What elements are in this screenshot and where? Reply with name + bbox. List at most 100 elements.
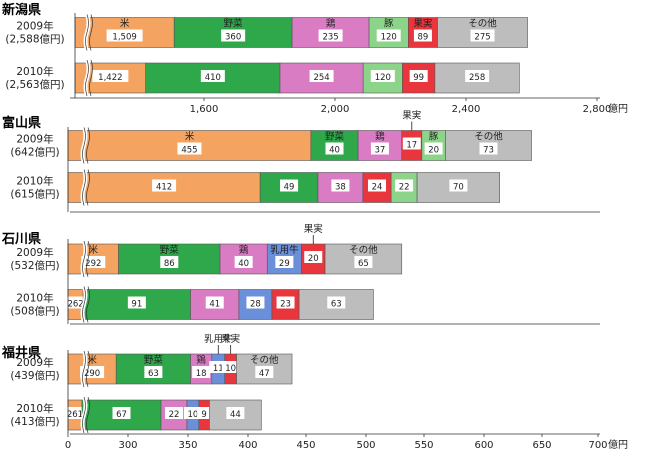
category-label: 鶏 bbox=[326, 18, 336, 30]
x-tick-label: 450 bbox=[296, 440, 315, 451]
prefecture-title: 石川県 bbox=[1, 232, 41, 247]
value-label-box bbox=[327, 296, 346, 309]
value-label-box bbox=[370, 142, 389, 155]
value-label-box bbox=[395, 179, 414, 192]
category-label: 米 bbox=[87, 354, 97, 366]
value-label-box bbox=[92, 70, 129, 82]
value-label-box bbox=[255, 366, 274, 378]
category-label: 果実 bbox=[413, 18, 433, 30]
bar-segment-野菜 bbox=[173, 17, 293, 48]
prefecture-title: 富山県 bbox=[2, 115, 41, 131]
value-label: 24 bbox=[372, 183, 383, 193]
axis-break-line bbox=[82, 240, 86, 278]
category-label: 豚 bbox=[429, 132, 439, 143]
value-label: 40 bbox=[238, 259, 249, 269]
value-label: 412 bbox=[156, 183, 172, 193]
year-label: 2009年 bbox=[16, 133, 53, 146]
total-label: (508億円) bbox=[10, 305, 59, 318]
value-label: 89 bbox=[418, 33, 429, 43]
value-label-box bbox=[234, 256, 253, 268]
value-label-box bbox=[413, 29, 432, 42]
category-label: その他 bbox=[349, 244, 378, 256]
value-label: 86 bbox=[164, 259, 175, 269]
value-label: 40 bbox=[329, 146, 340, 156]
axis-break-line bbox=[89, 59, 93, 97]
value-label-box bbox=[470, 29, 495, 42]
axis-break-line bbox=[86, 169, 90, 206]
value-label-box bbox=[112, 407, 131, 419]
value-label-box bbox=[370, 70, 395, 82]
value-label: 360 bbox=[225, 33, 241, 43]
value-label-box bbox=[160, 256, 179, 268]
category-label: 野菜 bbox=[160, 244, 180, 256]
category-label: 鶏 bbox=[239, 244, 249, 256]
value-label-box bbox=[226, 407, 245, 419]
value-label: 47 bbox=[259, 369, 270, 379]
value-label: 22 bbox=[169, 410, 180, 420]
value-label-box bbox=[221, 361, 240, 373]
value-label-box bbox=[200, 70, 225, 82]
year-label: 2010年 bbox=[16, 292, 53, 305]
value-label: 20 bbox=[428, 146, 439, 156]
axis-break-line bbox=[85, 14, 89, 51]
category-label: 米 bbox=[185, 131, 195, 143]
bar-segment-その他 bbox=[434, 62, 520, 94]
value-label: 91 bbox=[131, 300, 142, 310]
category-label: 乳用牛 bbox=[270, 244, 299, 256]
value-label-box bbox=[280, 179, 299, 192]
value-label: 63 bbox=[148, 369, 159, 379]
axis-break-line bbox=[86, 396, 90, 434]
value-label: 70 bbox=[453, 183, 464, 193]
value-label-box bbox=[325, 142, 344, 155]
x-tick-label: 500 bbox=[356, 440, 375, 451]
value-label: 258 bbox=[469, 73, 485, 83]
value-label: 63 bbox=[331, 300, 342, 310]
value-label-box bbox=[80, 366, 105, 378]
x-tick-label: 0 bbox=[65, 440, 71, 451]
year-label: 2009年 bbox=[16, 20, 53, 33]
axis-break-line bbox=[89, 14, 93, 51]
category-label: 鶏 bbox=[196, 354, 206, 366]
category-label: 野菜 bbox=[144, 354, 164, 366]
axis-break-line bbox=[82, 127, 86, 164]
bar-segment-鶏 bbox=[317, 172, 364, 203]
x-tick-label: 2,800 bbox=[583, 104, 612, 115]
callout-label: 乳用牛 bbox=[204, 333, 233, 345]
axis-break-line bbox=[86, 127, 90, 164]
panel-新潟県: 新潟県 2009年(2,588億円) 1,509 米 360 野菜 235 鶏 120 豚 89 果実… bbox=[2, 2, 628, 115]
x-axis-unit: 億円 bbox=[608, 438, 628, 451]
value-label-box bbox=[205, 296, 224, 309]
value-label-box bbox=[409, 70, 428, 82]
value-label: 73 bbox=[483, 146, 494, 156]
total-label: (2,563億円) bbox=[5, 78, 64, 91]
value-label-box bbox=[197, 407, 212, 419]
total-label: (439億円) bbox=[10, 369, 59, 382]
category-label: その他 bbox=[250, 354, 279, 366]
value-label-box bbox=[192, 366, 211, 378]
value-label: 41 bbox=[209, 300, 220, 310]
x-tick-label: 400 bbox=[238, 440, 257, 451]
x-tick-label: 300 bbox=[118, 440, 137, 451]
category-label: 野菜 bbox=[224, 18, 244, 30]
value-label-box bbox=[221, 29, 246, 42]
value-label: 10 bbox=[187, 410, 198, 420]
value-label: 17 bbox=[406, 141, 417, 151]
x-tick-label: 350 bbox=[178, 440, 197, 451]
value-label-box bbox=[424, 142, 443, 155]
year-label: 2009年 bbox=[16, 356, 53, 369]
value-label-box bbox=[177, 142, 202, 155]
value-label: 290 bbox=[84, 369, 100, 379]
value-label-box bbox=[81, 256, 106, 268]
year-label: 2010年 bbox=[16, 402, 53, 415]
value-label-box bbox=[367, 179, 386, 192]
bar-segment-その他 bbox=[298, 289, 374, 320]
value-label: 20 bbox=[308, 254, 319, 264]
value-label: 38 bbox=[335, 183, 346, 193]
callout-label: 果実 bbox=[304, 223, 324, 235]
value-label-box bbox=[246, 296, 265, 309]
value-label: 67 bbox=[116, 410, 127, 420]
bar-segment-野菜 bbox=[115, 353, 191, 385]
